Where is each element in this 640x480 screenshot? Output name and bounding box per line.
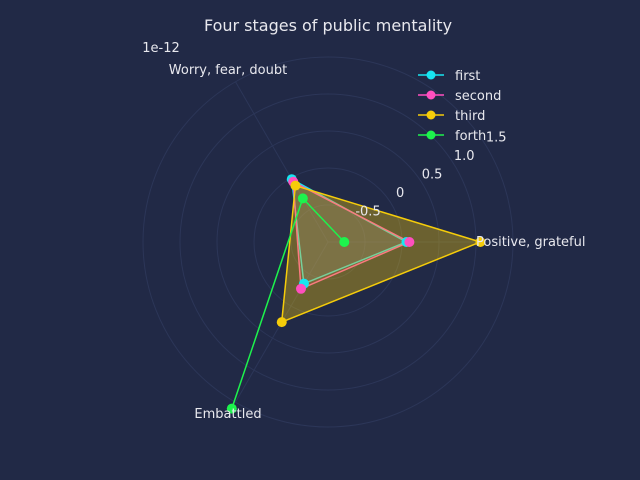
axis-label: Positive, grateful — [476, 235, 585, 250]
radial-tick-label: 0 — [396, 186, 404, 201]
data-point-forth — [339, 237, 350, 247]
data-point-forth — [297, 193, 308, 204]
data-point-second — [295, 283, 306, 294]
radial-tick-labels: -0.5 0 0.5 1.0 1.5 — [355, 131, 506, 220]
data-point-third — [290, 180, 301, 191]
data-point-third — [475, 237, 486, 247]
data-point-third — [276, 317, 287, 328]
scale-note: 1e-12 — [142, 41, 180, 56]
legend-label-third: third — [455, 109, 485, 124]
axis-label: Worry, fear, doubt — [169, 63, 287, 78]
radial-tick-label: 1.5 — [486, 131, 507, 146]
grid-spoke-1 — [235, 81, 329, 243]
legend-marker-forth — [426, 130, 436, 140]
radial-tick-label: 1.0 — [454, 149, 475, 164]
legend: first second third forth — [418, 69, 501, 144]
chart-title: Four stages of public mentality — [204, 16, 452, 35]
data-point-second — [404, 237, 415, 247]
series-area-second — [292, 180, 412, 290]
legend-marker-second — [426, 90, 436, 100]
data-point-forth — [226, 403, 237, 414]
radial-tick-label: -0.5 — [355, 205, 380, 220]
legend-marker-third — [426, 110, 436, 120]
axis-labels: Positive, grateful Worry, fear, doubt Emba… — [169, 63, 586, 422]
axis-label: Embattled — [194, 407, 261, 422]
legend-marker-first — [426, 70, 436, 80]
series-area-third — [280, 184, 483, 324]
radial-tick-label: 0.5 — [422, 168, 443, 183]
legend-label-forth: forth — [455, 129, 486, 144]
legend-label-second: second — [455, 89, 501, 104]
legend-label-first: first — [455, 69, 480, 84]
series-layer — [226, 174, 486, 414]
